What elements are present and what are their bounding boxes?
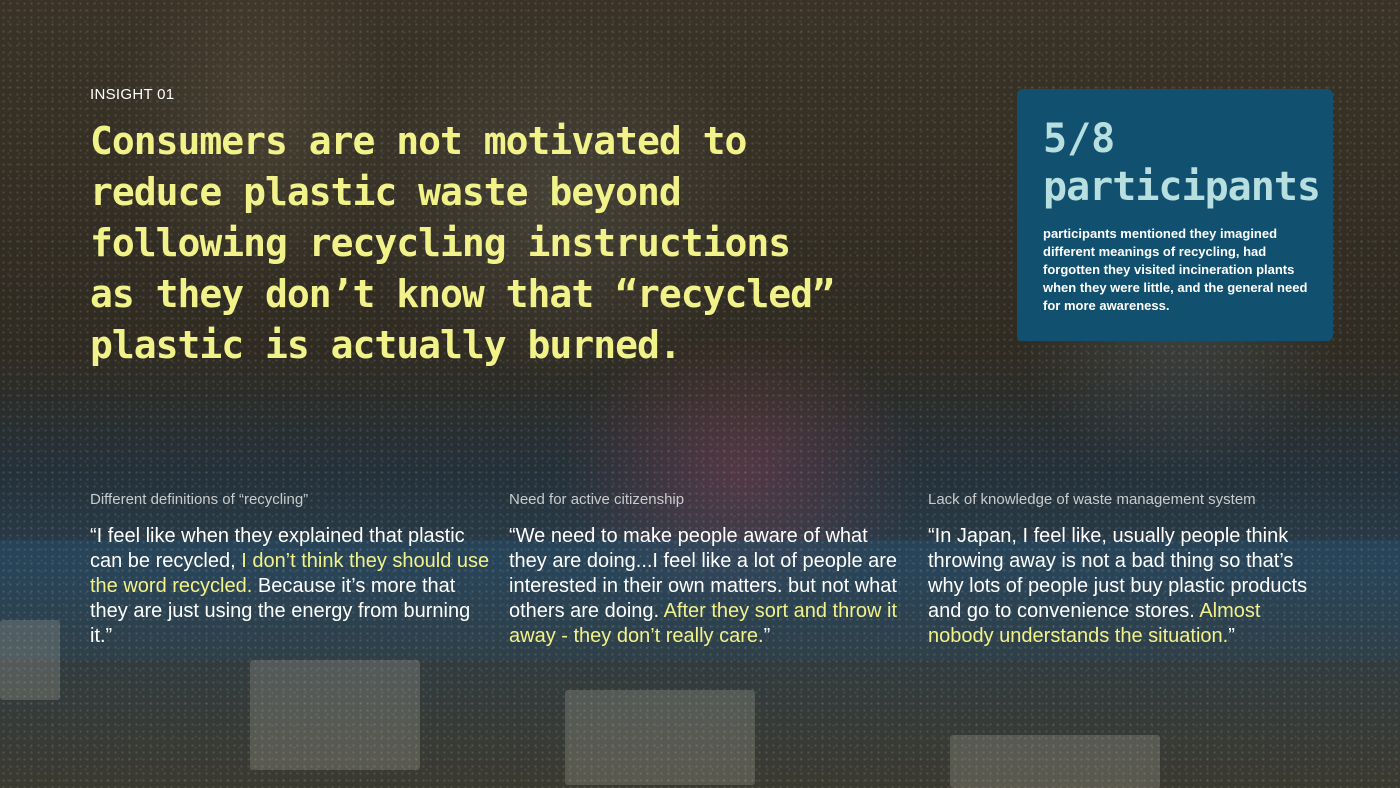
- quote-text-part: “We need to make people aware of what th…: [509, 525, 898, 622]
- quote-highlight: Almost nobody understands the situation.: [928, 600, 1261, 647]
- quote-text-part: ”: [763, 625, 771, 647]
- quote-column-3: Lack of knowledge of waste management sy…: [928, 490, 1328, 649]
- quote-text: “I feel like when they explained that pl…: [90, 524, 490, 649]
- stat-unit: participants: [1043, 164, 1321, 210]
- insight-headline: Consumers are not motivated to reduce pl…: [90, 119, 835, 367]
- stat-description: participants mentioned they imagined dif…: [1043, 226, 1308, 313]
- quote-column-1: Different definitions of “recycling” “I …: [90, 490, 490, 649]
- quote-text-part: Because it’s more that they are just usi…: [90, 575, 471, 647]
- quote-highlight: After they sort and throw it away - they…: [509, 600, 897, 647]
- quote-title: Different definitions of “recycling”: [90, 491, 309, 508]
- quote-text-part: ”: [1228, 625, 1235, 647]
- background-sign: [0, 620, 60, 700]
- background-bin-band: [0, 540, 1400, 660]
- quote-title: Need for active citizenship: [509, 491, 685, 508]
- background-sign: [250, 660, 420, 770]
- quote-column-2: Need for active citizenship “We need to …: [509, 490, 909, 649]
- quote-title: Lack of knowledge of waste management sy…: [928, 491, 1256, 508]
- quote-highlight: I don’t think they should use the word r…: [90, 550, 490, 597]
- stat-number: 5/8: [1043, 116, 1116, 162]
- quote-text-part: “I feel like when they explained that pl…: [90, 525, 465, 572]
- quote-text-part: “In Japan, I feel like, usually people t…: [928, 525, 1308, 622]
- stat-card: 5/8 participants participants mentioned …: [1017, 89, 1333, 341]
- insight-label: INSIGHT 01: [90, 86, 175, 103]
- background-sign: [950, 735, 1160, 788]
- quote-text: “In Japan, I feel like, usually people t…: [928, 524, 1328, 649]
- background-sign: [565, 690, 755, 785]
- quote-text: “We need to make people aware of what th…: [509, 524, 909, 649]
